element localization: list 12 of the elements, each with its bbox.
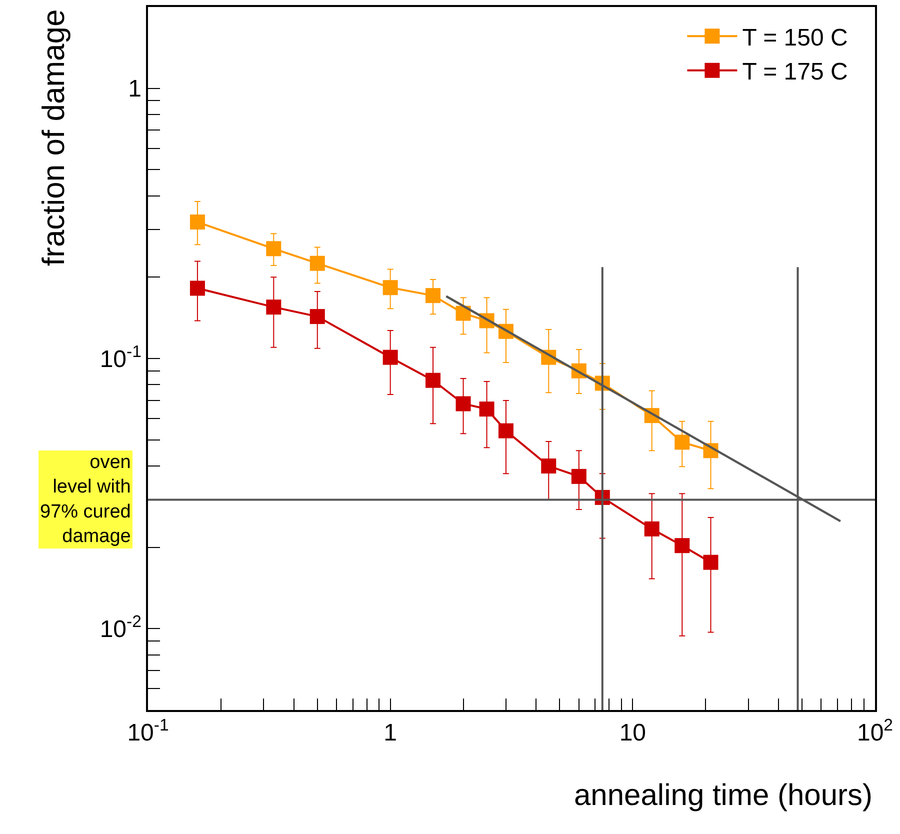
y-tick-label: 1 — [128, 76, 142, 103]
x-tick-label: 1 — [384, 720, 398, 747]
ref-line-label: oven level with 97% cured damage — [40, 452, 131, 548]
y-tick-label: 10$^{-1}$ — [100, 342, 142, 373]
y-axis-title: fraction of damage — [36, 9, 71, 266]
x-tick-label: 10$^{2}$ — [856, 715, 894, 747]
x-tick-label: 10$^{-1}$ — [127, 715, 169, 747]
x-tick-label: 10 — [619, 720, 646, 747]
x-axis-title: annealing time (hours) — [574, 779, 872, 812]
legend-label: T = 150 C — [742, 24, 848, 52]
y-tick-label: 10$^{-2}$ — [100, 612, 142, 644]
legend-label: T = 175 C — [742, 58, 848, 86]
